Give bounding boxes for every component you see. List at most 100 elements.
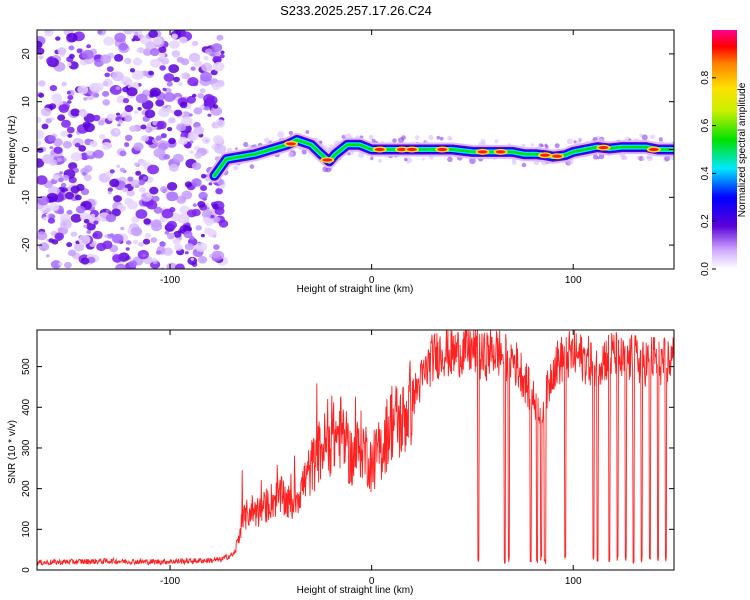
signal-fuzz (346, 133, 351, 139)
noise-blob (97, 30, 103, 35)
signal-fuzz (436, 135, 441, 140)
noise-blob (205, 48, 213, 55)
y-tick-label: 20 (21, 48, 32, 60)
noise-blob (167, 127, 173, 132)
noise-blob (113, 195, 122, 203)
noise-blob (195, 225, 202, 231)
noise-blob (82, 121, 91, 129)
noise-blob (66, 32, 78, 43)
signal-fuzz (370, 156, 374, 161)
noise-blob (219, 54, 225, 59)
noise-blob (50, 260, 62, 269)
noise-blob (151, 219, 162, 229)
noise-blob (144, 232, 151, 239)
noise-blob (123, 30, 133, 35)
noise-blob (124, 143, 130, 148)
noise-blob (78, 234, 91, 245)
noise-blob (201, 136, 211, 144)
noise-blob (184, 181, 193, 188)
noise-blob (111, 71, 124, 82)
noise-blob (102, 90, 110, 97)
colorbar-ticks: 0.0 0.2 0.4 0.6 0.8 (700, 70, 716, 276)
signal-fuzz (243, 141, 249, 148)
noise-blob (37, 147, 44, 153)
signal-fuzz (422, 157, 426, 161)
noise-blob (41, 123, 49, 130)
noise-blob (197, 255, 208, 264)
noise-blob (204, 227, 213, 234)
noise-blob (55, 36, 61, 41)
x-tick-label: 0 (369, 576, 375, 587)
noise-blob (184, 243, 194, 251)
signal-fuzz (288, 130, 293, 136)
noise-blob (67, 95, 74, 101)
noise-blob (122, 98, 130, 104)
noise-blob (130, 226, 142, 237)
noise-blob (200, 173, 207, 179)
x-tick-label: -100 (160, 275, 180, 286)
noise-blob (86, 44, 91, 49)
signal-fuzz (343, 134, 346, 137)
signal-fuzz (522, 143, 526, 148)
signal-fuzz (305, 130, 310, 134)
snr-marks (37, 330, 674, 566)
signal-fuzz (554, 143, 560, 149)
noise-blob (120, 226, 125, 231)
noise-blob (124, 115, 132, 122)
noise-blob (168, 64, 180, 74)
noise-blob (126, 189, 135, 197)
signal-fuzz (646, 155, 650, 159)
noise-blob (166, 81, 173, 87)
noise-blob (93, 92, 100, 98)
noise-blob (111, 233, 124, 244)
noise-blob (119, 150, 127, 157)
noise-blob (205, 95, 218, 106)
noise-blob (47, 217, 56, 224)
noise-blob (109, 178, 120, 188)
noise-blob (135, 170, 142, 176)
noise-blob (210, 214, 215, 219)
noise-blob (125, 247, 130, 251)
noise-blob (188, 113, 193, 117)
noise-blob (80, 257, 90, 265)
noise-blob (49, 159, 58, 166)
noise-blob (83, 174, 92, 182)
noise-blob (152, 36, 163, 46)
noise-blob (190, 66, 196, 71)
noise-blob (188, 52, 201, 63)
noise-blob (38, 92, 45, 98)
signal-hotspot-core (598, 146, 609, 150)
noise-blob (136, 49, 141, 53)
noise-blob (200, 71, 212, 82)
noise-blob (153, 147, 166, 158)
noise-blob (150, 48, 160, 57)
noise-blob (42, 216, 48, 221)
noise-blob (38, 242, 50, 252)
noise-blob (93, 149, 104, 159)
noise-blob (135, 209, 148, 219)
noise-blob (156, 120, 167, 130)
noise-blob (92, 230, 103, 240)
signal-fuzz (521, 162, 527, 168)
noise-blob (149, 186, 159, 195)
signal-hotspot-core (540, 153, 550, 157)
noise-blob (163, 247, 173, 256)
noise-blob (174, 243, 183, 251)
noise-blob (179, 101, 188, 109)
noise-blob (193, 126, 204, 135)
y-tick-label: 200 (21, 480, 32, 497)
noise-blob (139, 187, 146, 193)
noise-blob (220, 50, 225, 55)
y-tick-label: 400 (21, 399, 32, 416)
noise-blob (75, 205, 86, 214)
noise-blob (67, 91, 71, 95)
noise-blob (93, 220, 99, 225)
snr-series-line (37, 330, 674, 566)
noise-blob (64, 261, 72, 269)
noise-blob (145, 128, 150, 132)
noise-blob (112, 254, 123, 263)
noise-blob (140, 124, 147, 130)
noise-blob (166, 220, 177, 230)
noise-blob (124, 104, 134, 113)
noise-blob (186, 95, 196, 104)
